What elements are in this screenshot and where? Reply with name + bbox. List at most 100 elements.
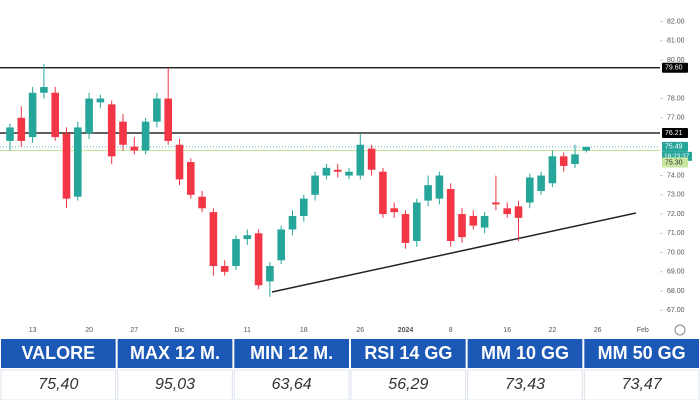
x-tick-label: 13 [29,327,37,334]
table-value-cell [350,369,467,401]
x-tick-label: Feb [637,327,649,334]
level-box [662,62,688,73]
candle-body [175,144,184,180]
candle-body [458,214,466,238]
y-tick-label: 77.00 [667,115,685,122]
candle-body [288,215,297,230]
trend-line [271,212,637,293]
candle-body [28,92,37,138]
candle-body [379,171,387,215]
y-tick-label: 73.00 [667,192,685,199]
candle-body [187,162,195,195]
candle-body [107,104,116,157]
last-price-label: 75.49 [665,144,683,151]
table-header: MM 10 GG [481,343,569,363]
x-tick-label: 26 [594,327,602,334]
table-value: 73,47 [622,376,663,393]
x-tick-label: 11 [244,327,251,334]
candle-body [424,185,432,201]
table-header-cell [234,339,349,368]
x-tick-label: Dic [174,327,185,334]
candle-body [537,175,545,191]
x-tick-label: 26 [356,327,364,334]
y-tick-label: 71.00 [667,230,685,237]
settings-icon[interactable] [674,324,686,336]
table-header-cell [1,339,116,368]
candle-body [17,117,26,141]
candle-body [582,146,591,151]
candle-body [469,215,478,226]
candle-body [435,175,444,199]
candle-body [40,87,48,93]
candle-body [333,169,342,172]
candle-body [141,121,150,151]
candle-body [74,127,82,197]
candle-body [345,171,353,176]
candle-body [6,127,14,141]
table-header: RSI 14 GG [364,343,452,363]
y-tick-label: 78.00 [667,95,685,102]
table-value-cell [467,369,583,401]
table-header: MIN 12 M. [250,343,333,363]
table-value: 75,40 [38,376,78,393]
candle-body [209,212,218,267]
candle-body [232,239,240,267]
candle-body [51,92,59,138]
candle-body [367,148,376,170]
table-header: VALORE [21,343,95,363]
ref-price-box [662,157,688,168]
table-header-cell [467,339,583,368]
last-time-label: 16:23:37 [664,153,690,160]
last-time-box [662,151,692,161]
table-value-cell [117,369,233,401]
x-tick-label: 8 [449,327,453,334]
candle-body [311,175,319,195]
level-box [662,128,688,139]
candle-body [514,206,523,218]
ref-price-label: 75.30 [665,159,683,166]
table-header-cell [584,339,699,368]
x-tick-label: 2024 [398,327,414,334]
candle-body [526,177,534,203]
table-value-cell [0,369,117,401]
table-value: 73,43 [505,376,545,393]
candle-body [480,215,489,228]
candle-body [503,208,511,215]
candle-body [96,98,105,103]
table-value: 56,29 [388,376,428,393]
candle-body [548,156,557,184]
candle-body [571,154,579,164]
level-label: 76.21 [665,130,683,137]
candle-body [62,133,71,199]
candle-body [254,233,263,286]
x-tick-label: 27 [130,327,138,334]
candle-body [446,189,455,241]
candle-body [243,235,252,240]
level-label: 79.60 [665,65,683,72]
candle-body [130,146,139,151]
x-tick-label: 22 [549,327,557,334]
candle-body [322,167,331,176]
x-tick-label: 20 [85,327,93,334]
table-header: MAX 12 M. [130,343,220,363]
candle-body [401,214,410,243]
candle-body [492,202,500,205]
table-header-cell [117,339,233,368]
candle-body [266,266,274,282]
candle-body [300,198,308,216]
table-header-cell [351,339,466,368]
candle-body [164,98,172,141]
x-tick-label: 16 [503,327,511,334]
candle-body [153,98,161,122]
y-tick-label: 68.00 [667,288,685,295]
candle-body [198,196,206,209]
candle-body [220,266,229,272]
y-tick-label: 69.00 [667,269,685,276]
x-tick-label: 18 [300,327,308,334]
candle-body [356,144,365,176]
candle-body [413,202,421,241]
y-tick-label: 80.00 [667,57,685,64]
table-value: 63,64 [272,376,312,393]
y-tick-label: 82.00 [667,18,685,25]
